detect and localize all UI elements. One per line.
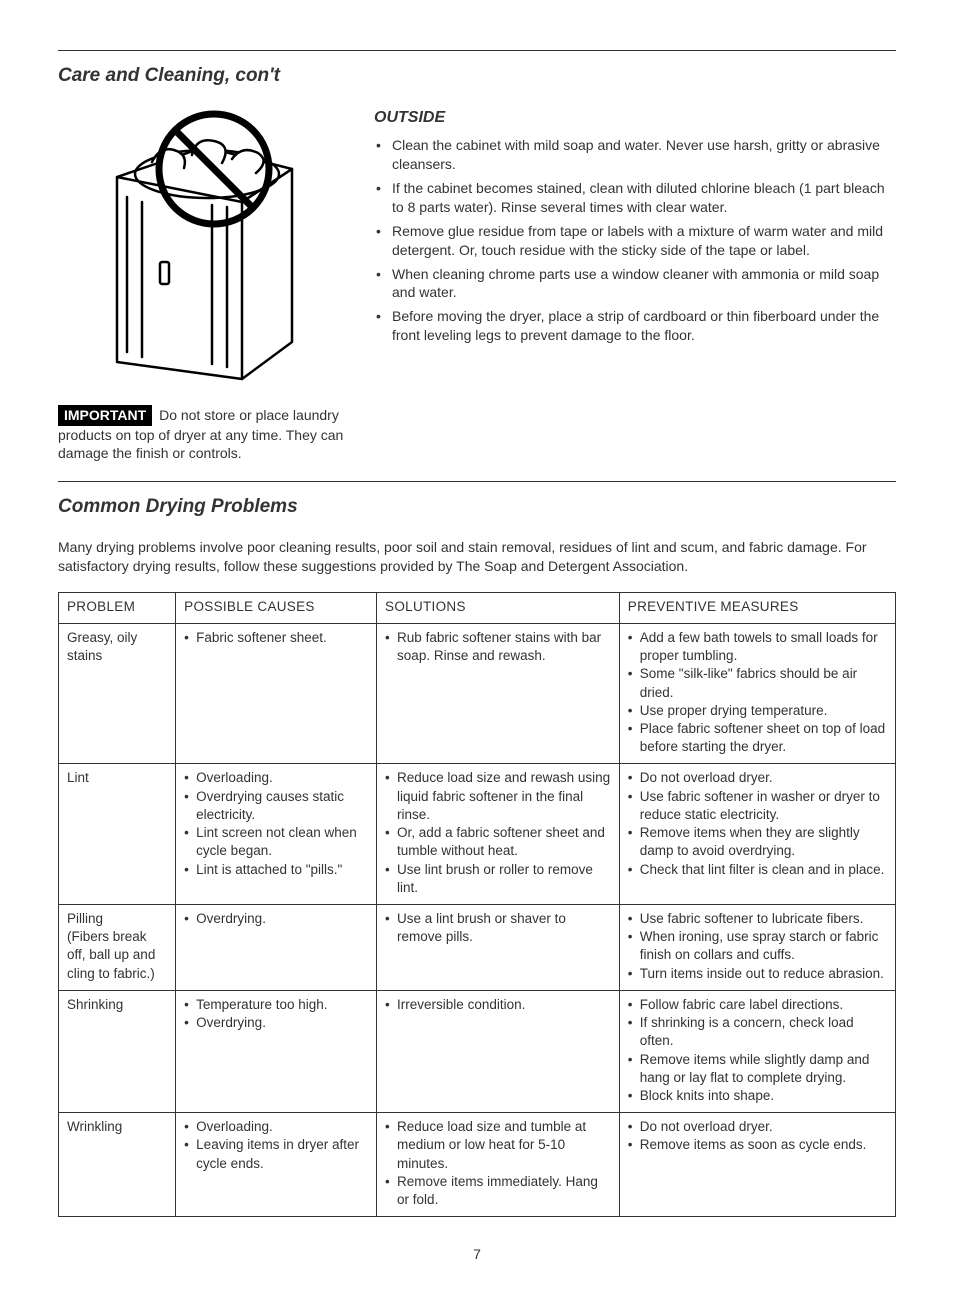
table-row: Greasy, oily stainsFabric softener sheet… bbox=[59, 623, 896, 764]
cell-problem: Wrinkling bbox=[59, 1113, 176, 1217]
outside-bullet: When cleaning chrome parts use a window … bbox=[374, 265, 896, 303]
table-header-problem: PROBLEM bbox=[59, 592, 176, 623]
dryer-no-products-illustration bbox=[97, 107, 307, 387]
cell-preventive: Add a few bath towels to small loads for… bbox=[619, 623, 895, 764]
section-title-care-cleaning: Care and Cleaning, con't bbox=[58, 63, 896, 89]
cell-problem: Shrinking bbox=[59, 990, 176, 1112]
cell-solutions: Reduce load size and tumble at medium or… bbox=[377, 1113, 620, 1217]
troubleshooting-table: PROBLEM POSSIBLE CAUSES SOLUTIONS PREVEN… bbox=[58, 592, 896, 1218]
table-row: ShrinkingTemperature too high.Overdrying… bbox=[59, 990, 896, 1112]
outside-bullet-list: Clean the cabinet with mild soap and wat… bbox=[374, 136, 896, 345]
section-title-common-problems: Common Drying Problems bbox=[58, 494, 896, 520]
table-row: LintOverloading.Overdrying causes static… bbox=[59, 764, 896, 905]
outside-bullet: Clean the cabinet with mild soap and wat… bbox=[374, 136, 896, 174]
cell-causes: Temperature too high.Overdrying. bbox=[176, 990, 377, 1112]
cell-causes: Overloading.Overdrying causes static ele… bbox=[176, 764, 377, 905]
cell-problem: Lint bbox=[59, 764, 176, 905]
outside-bullet: Remove glue residue from tape or labels … bbox=[374, 222, 896, 260]
cell-preventive: Use fabric softener to lubricate fibers.… bbox=[619, 905, 895, 991]
section-intro: Many drying problems involve poor cleani… bbox=[58, 538, 896, 576]
outside-bullet: Before moving the dryer, place a strip o… bbox=[374, 307, 896, 345]
cell-preventive: Follow fabric care label directions.If s… bbox=[619, 990, 895, 1112]
cell-solutions: Irreversible condition. bbox=[377, 990, 620, 1112]
outside-bullet: If the cabinet becomes stained, clean wi… bbox=[374, 179, 896, 217]
table-header-preventive: PREVENTIVE MEASURES bbox=[619, 592, 895, 623]
cell-preventive: Do not overload dryer.Use fabric softene… bbox=[619, 764, 895, 905]
important-note: IMPORTANT Do not store or place laundry … bbox=[58, 405, 346, 464]
cell-problem: Pilling (Fibers break off, ball up and c… bbox=[59, 905, 176, 991]
table-row: WrinklingOverloading.Leaving items in dr… bbox=[59, 1113, 896, 1217]
cell-problem: Greasy, oily stains bbox=[59, 623, 176, 764]
cell-preventive: Do not overload dryer.Remove items as so… bbox=[619, 1113, 895, 1217]
important-label: IMPORTANT bbox=[58, 405, 152, 426]
table-header-causes: POSSIBLE CAUSES bbox=[176, 592, 377, 623]
cell-causes: Overloading.Leaving items in dryer after… bbox=[176, 1113, 377, 1217]
cell-causes: Overdrying. bbox=[176, 905, 377, 991]
cell-solutions: Reduce load size and rewash using liquid… bbox=[377, 764, 620, 905]
outside-heading: OUTSIDE bbox=[374, 107, 896, 129]
cell-solutions: Use a lint brush or shaver to remove pil… bbox=[377, 905, 620, 991]
cell-solutions: Rub fabric softener stains with bar soap… bbox=[377, 623, 620, 764]
cell-causes: Fabric softener sheet. bbox=[176, 623, 377, 764]
table-row: Pilling (Fibers break off, ball up and c… bbox=[59, 905, 896, 991]
page-number: 7 bbox=[58, 1245, 896, 1264]
table-header-solutions: SOLUTIONS bbox=[377, 592, 620, 623]
